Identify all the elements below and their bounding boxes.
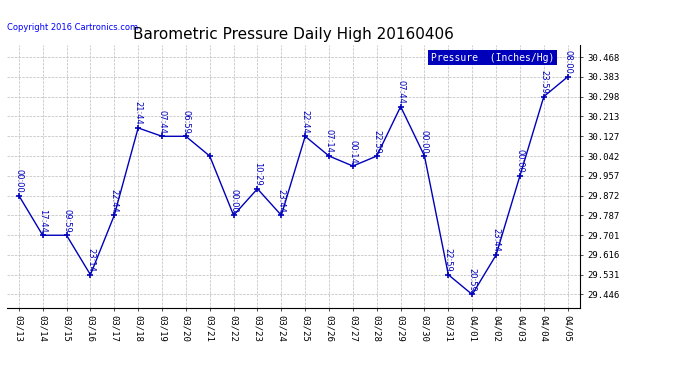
Text: 23:14: 23:14 <box>86 248 95 272</box>
Text: Copyright 2016 Cartronics.com: Copyright 2016 Cartronics.com <box>7 22 138 32</box>
Text: 07:44: 07:44 <box>157 110 166 134</box>
Text: 22:59: 22:59 <box>444 248 453 272</box>
Text: Pressure  (Inches/Hg): Pressure (Inches/Hg) <box>431 53 554 63</box>
Title: Barometric Pressure Daily High 20160406: Barometric Pressure Daily High 20160406 <box>132 27 454 42</box>
Text: 00:00: 00:00 <box>229 189 238 213</box>
Text: 07:44: 07:44 <box>396 80 405 104</box>
Text: 23:59: 23:59 <box>540 70 549 94</box>
Text: 00:00: 00:00 <box>14 169 23 193</box>
Text: 00:00: 00:00 <box>515 149 524 173</box>
Text: 08:00: 08:00 <box>563 50 572 74</box>
Text: 21:44: 21:44 <box>134 101 143 125</box>
Text: 20:59: 20:59 <box>468 268 477 292</box>
Text: 23:44: 23:44 <box>277 189 286 213</box>
Text: 17:44: 17:44 <box>38 209 47 232</box>
Text: 22:59: 22:59 <box>373 129 382 153</box>
Text: 06:59: 06:59 <box>181 110 190 134</box>
Text: 00:00: 00:00 <box>420 129 429 153</box>
Text: 07:14: 07:14 <box>324 129 333 153</box>
Text: 22:44: 22:44 <box>301 110 310 134</box>
Text: 10:29: 10:29 <box>253 162 262 186</box>
Text: 09:59: 09:59 <box>62 209 71 232</box>
Text: 00:14: 00:14 <box>348 140 357 163</box>
Text: 22:44: 22:44 <box>110 189 119 213</box>
Text: 23:44: 23:44 <box>491 228 500 252</box>
